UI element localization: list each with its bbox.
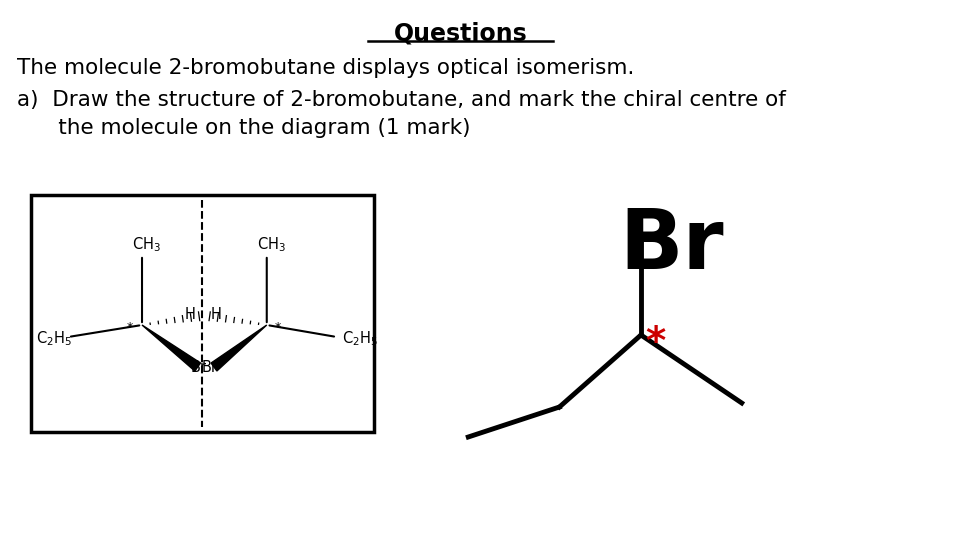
Polygon shape [142, 325, 201, 371]
Text: C$_2$H$_5$: C$_2$H$_5$ [342, 329, 377, 348]
Text: Br: Br [202, 360, 218, 375]
Text: H: H [184, 307, 195, 322]
Bar [31, 195, 374, 432]
Text: the molecule on the diagram (1 mark): the molecule on the diagram (1 mark) [17, 118, 470, 138]
Text: The molecule 2-bromobutane displays optical isomerism.: The molecule 2-bromobutane displays opti… [17, 58, 635, 78]
Text: a)  Draw the structure of 2-bromobutane, and mark the chiral centre of: a) Draw the structure of 2-bromobutane, … [17, 90, 786, 110]
Text: *: * [276, 321, 281, 334]
Text: Questions: Questions [394, 22, 527, 46]
Text: CH$_3$: CH$_3$ [132, 235, 161, 254]
Polygon shape [211, 325, 267, 371]
Text: *: * [127, 321, 132, 334]
Text: *: * [645, 324, 665, 362]
Text: Br: Br [620, 205, 725, 286]
Text: C$_2$H$_5$: C$_2$H$_5$ [36, 329, 72, 348]
Text: Br: Br [191, 360, 207, 375]
Text: CH$_3$: CH$_3$ [257, 235, 286, 254]
Text: H: H [210, 307, 221, 322]
